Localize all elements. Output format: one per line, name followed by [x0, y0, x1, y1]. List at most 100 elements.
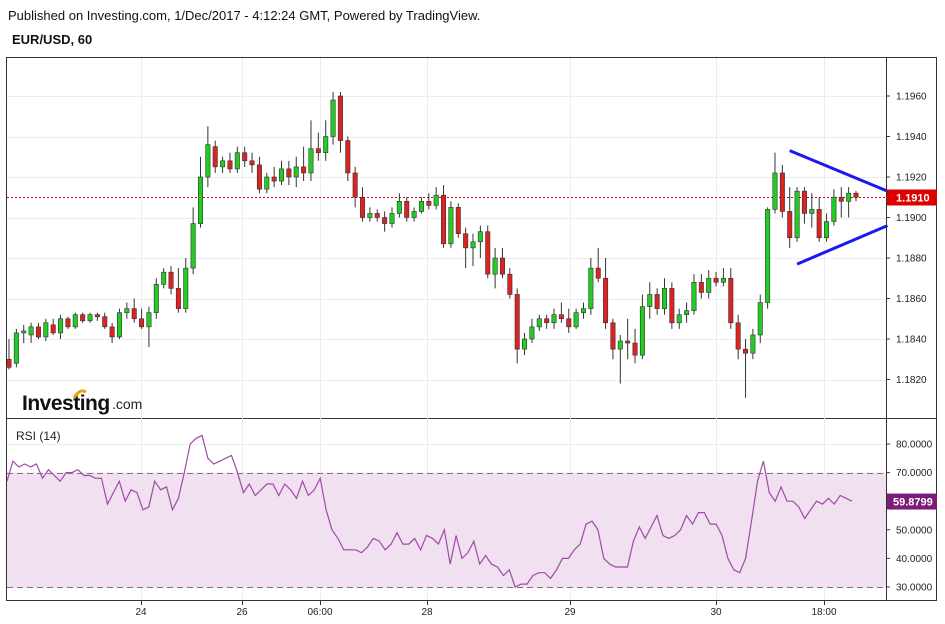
- candle-body: [485, 231, 491, 275]
- rsi-tick-label: 70.0000: [896, 468, 933, 479]
- candle-body: [389, 213, 395, 224]
- y-tick-label: 1.1920: [896, 173, 927, 184]
- y-tick-label: 1.1840: [896, 335, 927, 346]
- candle-body: [441, 194, 447, 245]
- candle-body: [323, 136, 329, 154]
- candle-body: [595, 267, 601, 279]
- candle-body: [418, 201, 424, 212]
- candle-body: [175, 288, 181, 309]
- candle-body: [124, 308, 130, 313]
- candle-body: [426, 201, 432, 206]
- candle-body: [824, 221, 830, 239]
- candle-body: [345, 140, 351, 174]
- candle-body: [116, 312, 122, 338]
- candle-body: [544, 318, 550, 324]
- candle-body: [161, 271, 167, 285]
- candle-body: [743, 348, 749, 354]
- rsi-tick-label: 30.0000: [896, 583, 933, 594]
- candle-body: [551, 314, 557, 324]
- symbol-title: EUR/USD, 60: [12, 32, 93, 47]
- rsi-tick-label: 50.0000: [896, 525, 933, 536]
- candle-body: [787, 211, 793, 239]
- candle-body: [396, 201, 402, 214]
- price-y-axis: 1.1960 1.1940 1.1920 1.1900 1.1880 1.1860 1.18…: [886, 92, 927, 386]
- candle-body: [404, 201, 410, 218]
- candle-body: [197, 176, 203, 224]
- rsi-value-badge: [887, 493, 937, 510]
- candle-body: [382, 217, 388, 224]
- y-tick-label: 1.1940: [896, 132, 927, 143]
- candle-body: [330, 99, 336, 137]
- candle-body: [772, 172, 778, 210]
- candle-body: [676, 314, 682, 324]
- candle-body: [603, 277, 609, 324]
- candle-body: [529, 326, 535, 340]
- candle-body: [639, 306, 645, 356]
- candle-body: [566, 318, 572, 328]
- candle-body: [610, 322, 616, 350]
- rsi-band: [7, 472, 886, 587]
- candle-body: [308, 148, 314, 174]
- candle-body: [735, 322, 741, 350]
- rsi-value-label: 59.8799: [893, 497, 933, 509]
- y-tick-label: 1.1860: [896, 294, 927, 305]
- candle-body: [249, 160, 255, 166]
- candle-body: [654, 294, 660, 309]
- candle-body: [87, 314, 93, 322]
- x-tick-label: 30: [710, 607, 722, 618]
- candle-body: [205, 144, 211, 178]
- rsi-tick-label: 80.0000: [896, 440, 933, 451]
- current-price-label: 1.1910: [896, 193, 930, 205]
- candle-body: [588, 267, 594, 309]
- candle-body: [43, 322, 49, 338]
- candle-body: [271, 176, 277, 182]
- triangle-upper-trendline[interactable]: [789, 149, 889, 193]
- candle-body: [139, 318, 145, 328]
- candle-body: [411, 211, 417, 218]
- candle-body: [625, 340, 631, 344]
- candle-body: [220, 160, 226, 168]
- candle-body: [301, 166, 307, 174]
- logo-suffix: .com: [112, 396, 142, 412]
- candle-body: [256, 164, 262, 190]
- candle-body: [794, 190, 800, 239]
- rsi-line: [6, 434, 853, 588]
- rsi-panel-label: RSI (14): [16, 429, 61, 443]
- candle-body: [573, 312, 579, 328]
- candle-body: [94, 314, 100, 318]
- candle-body: [153, 284, 159, 313]
- candle-body: [168, 271, 174, 289]
- candle-body: [514, 294, 520, 350]
- candle-body: [50, 324, 56, 334]
- candle-body: [779, 172, 785, 212]
- candle-body: [463, 233, 469, 249]
- candle-body: [234, 152, 240, 170]
- candle-body: [227, 160, 233, 170]
- candle-body: [352, 172, 358, 198]
- candle-body: [580, 308, 586, 313]
- candle-body: [72, 314, 78, 328]
- x-tick-label: 18:00: [811, 607, 836, 618]
- candle-body: [720, 277, 726, 283]
- x-tick-label: 29: [564, 607, 576, 618]
- candle-body: [698, 281, 704, 293]
- current-price-badge: [887, 189, 937, 206]
- candle-body: [499, 257, 505, 275]
- published-line: Published on Investing.com, 1/Dec/2017 -…: [8, 8, 481, 23]
- candle-body: [367, 213, 373, 218]
- triangle-lower-trendline[interactable]: [796, 224, 889, 266]
- x-tick-label: 26: [236, 607, 248, 618]
- candle-body: [58, 318, 64, 334]
- rsi-tick-label: 40.0000: [896, 554, 933, 565]
- candle-body: [816, 209, 822, 239]
- candle-body: [662, 288, 668, 309]
- logo-swoosh-icon: [72, 389, 87, 399]
- candle-body: [647, 294, 653, 307]
- rsi-y-axis: 80.000070.000060.000050.000040.000030.00…: [886, 440, 933, 594]
- candle-body: [536, 318, 542, 328]
- candle-body: [264, 176, 270, 190]
- candle-body: [13, 332, 19, 364]
- candle-body: [80, 314, 86, 322]
- y-tick-label: 1.1960: [896, 92, 927, 103]
